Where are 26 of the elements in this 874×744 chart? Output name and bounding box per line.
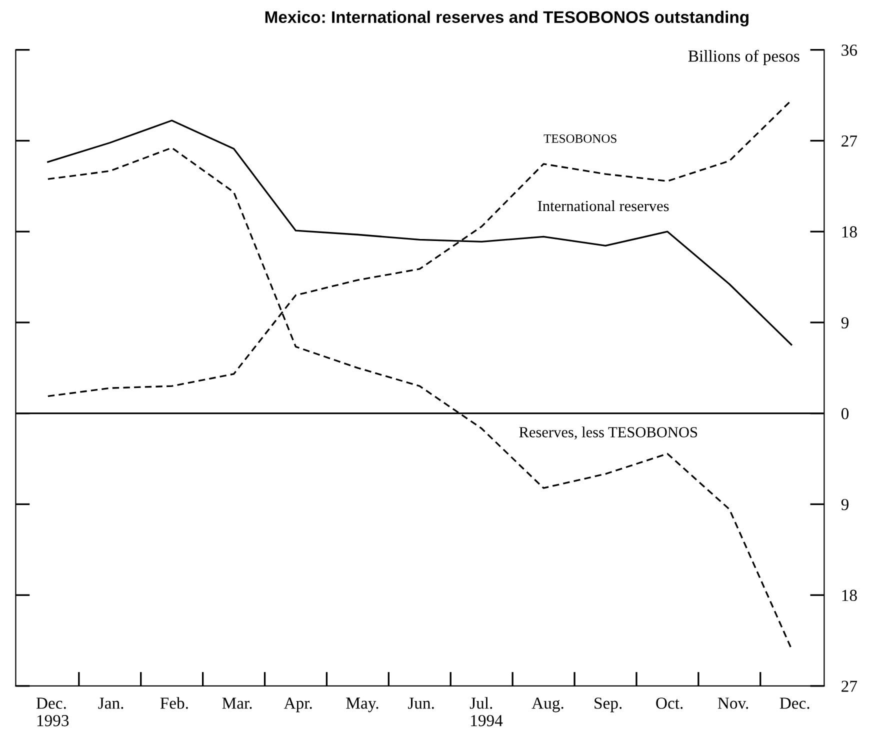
- x-tick-label: Sep.: [594, 698, 622, 712]
- x-tick-label: Dec. 1993: [36, 698, 69, 726]
- x-tick-label: Dec.: [780, 698, 810, 709]
- x-tick-label: Oct.: [656, 698, 683, 709]
- y-tick-label: 36: [842, 44, 858, 56]
- x-tick-label: Feb.: [160, 697, 188, 709]
- y-tick-label: 27: [842, 135, 858, 147]
- series-label: International reserves: [538, 200, 669, 212]
- x-tick-label: Jul. 1994: [470, 697, 503, 726]
- y-tick-label: 9: [841, 317, 848, 328]
- x-tick-label: Apr.: [284, 698, 312, 712]
- y-tick-label: 9: [841, 498, 848, 510]
- x-tick-label: Jun.: [408, 698, 434, 709]
- annotation: Billions of pesos: [688, 50, 800, 66]
- x-tick-label: Nov.: [718, 698, 748, 709]
- x-tick-label: Aug.: [532, 698, 564, 712]
- x-tick-label: Mar.: [222, 698, 252, 709]
- y-tick-label: 27: [842, 680, 858, 692]
- y-tick-label: 18: [842, 226, 857, 238]
- y-tick-label: 18: [842, 590, 857, 602]
- y-tick-label: 0: [841, 408, 849, 420]
- chart-title: Mexico: International reserves and TESOBONOS outstanding: [265, 10, 748, 26]
- x-tick-label: Jan.: [98, 698, 124, 709]
- series-label: TESOBONOS: [544, 134, 616, 143]
- x-tick-label: May.: [346, 698, 378, 712]
- series-label: Reserves, less TESOBONOS: [519, 426, 698, 440]
